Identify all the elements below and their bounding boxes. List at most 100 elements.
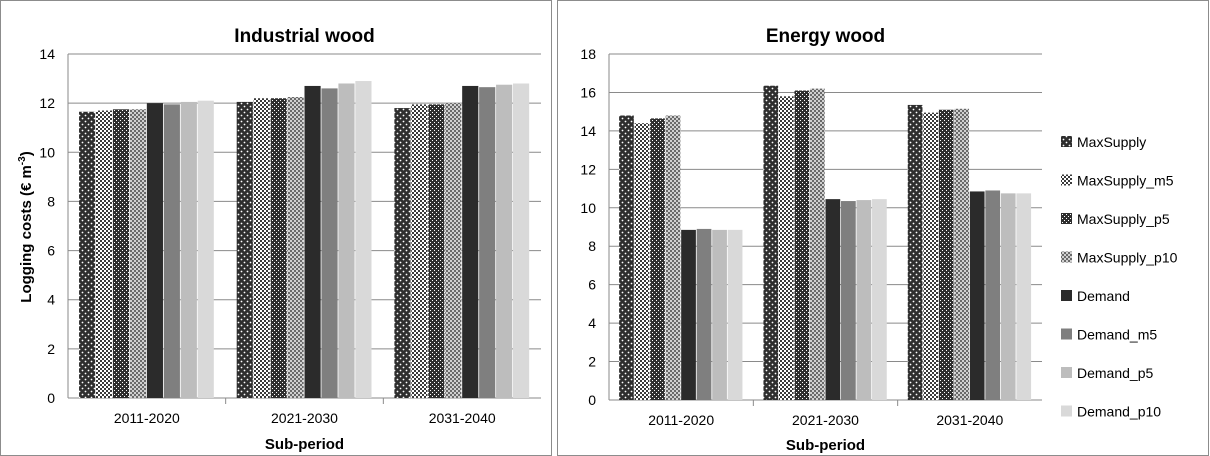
y-tick-label: 10	[39, 144, 55, 160]
y-tick-label: 8	[588, 238, 596, 254]
legend-swatch	[1061, 213, 1072, 224]
bar-demand-p10-2021-2030	[872, 199, 887, 400]
legend-swatch	[1061, 367, 1072, 378]
bar-maxsupply-2011-2020	[619, 115, 634, 400]
y-tick-label: 12	[580, 161, 596, 177]
bar-maxsupply-p5-2021-2030	[794, 90, 810, 401]
chart-industrial-wood: 0 2 4 6 8 10 12 14 2011-2020 2021-2030 2031-2040 In…	[39, 26, 541, 453]
bar-demand-p5-2031-2040	[1000, 193, 1016, 400]
bar-demand-p10-2031-2040	[513, 83, 530, 398]
y-tick-label: 16	[580, 84, 596, 100]
bar-maxsupply-p5-2031-2040	[938, 109, 954, 400]
x-category-label: 2011-2020	[648, 412, 714, 428]
bar-demand-2021-2030	[304, 85, 321, 398]
bar-maxsupply-p5-2011-2020	[112, 109, 130, 399]
legend-label: Demand_p5	[1077, 365, 1153, 381]
legend: MaxSupply MaxSupply_m5 MaxSupply_p5 MaxSupp…	[1061, 134, 1178, 420]
bar-demand-p10-2011-2020	[727, 229, 743, 400]
chart-energy-wood: 0 2 4 6 8 10 12 14 16 18 2011-2020 2021-2030 2031-20…	[580, 26, 1042, 454]
bar-demand-p5-2031-2040	[496, 84, 513, 398]
y-tick-label: 4	[588, 315, 596, 331]
bar-demand-p10-2021-2030	[355, 81, 372, 399]
bar-demand-2011-2020	[681, 229, 696, 400]
legend-swatch	[1061, 328, 1072, 340]
bar-maxsupply-m5-2031-2040	[411, 104, 428, 398]
bar-maxsupply-p5-2031-2040	[428, 104, 445, 398]
legend-label: Demand_p10	[1077, 404, 1161, 420]
legend-label: MaxSupply	[1077, 134, 1146, 150]
y-tick-label: 14	[39, 46, 55, 62]
y-tick-label: 4	[47, 292, 55, 308]
bar-maxsupply-p10-2011-2020	[665, 115, 681, 400]
legend-label: MaxSupply_p5	[1077, 211, 1170, 227]
x-category-label: 2021-2030	[792, 412, 859, 428]
y-tick-label: 2	[588, 354, 596, 370]
bar-demand-m5-2021-2030	[841, 201, 856, 400]
bar-maxsupply-p10-2031-2040	[445, 103, 462, 399]
bar-maxsupply-2011-2020	[79, 111, 96, 398]
bar-maxsupply-p5-2011-2020	[650, 118, 665, 401]
y-tick-label: 2	[47, 341, 55, 357]
bar-demand-2031-2040	[462, 85, 479, 398]
legend-swatch	[1061, 405, 1072, 417]
legend-label: MaxSupply_p10	[1077, 250, 1178, 266]
y-tick-label: 8	[47, 193, 55, 209]
y-axis-title-superscript: -3	[17, 156, 28, 165]
bar-maxsupply-2021-2030	[763, 85, 779, 400]
y-axis-title-main: Logging costs (€ m	[18, 165, 35, 303]
bar-demand-2031-2040	[969, 191, 985, 400]
bar-maxsupply-p10-2031-2040	[954, 108, 970, 401]
bar-maxsupply-m5-2021-2030	[778, 96, 794, 401]
x-axis-title: Sub-period	[786, 437, 865, 454]
bar-maxsupply-2031-2040	[394, 108, 411, 399]
bar-demand-m5-2031-2040	[479, 87, 496, 399]
bar-demand-p5-2021-2030	[338, 83, 355, 398]
x-axis-title: Sub-period	[265, 436, 344, 453]
legend-swatch	[1061, 251, 1072, 263]
y-tick-label: 0	[47, 390, 55, 406]
y-tick-label: 10	[580, 200, 596, 216]
bar-demand-m5-2031-2040	[985, 190, 1001, 400]
bar-maxsupply-m5-2011-2020	[95, 110, 113, 398]
x-category-label: 2031-2040	[429, 410, 496, 426]
bar-maxsupply-p10-2011-2020	[129, 109, 147, 399]
bar-demand-m5-2011-2020	[163, 104, 180, 398]
bar-demand-m5-2011-2020	[696, 228, 712, 400]
legend-swatch	[1061, 174, 1072, 186]
bar-demand-p10-2011-2020	[197, 100, 214, 398]
legend-swatch	[1061, 290, 1072, 301]
y-axis-title: Logging costs (€ m-3)	[17, 151, 35, 302]
y-tick-label: 14	[580, 123, 596, 139]
bar-demand-p5-2011-2020	[180, 101, 197, 399]
bar-demand-2011-2020	[146, 103, 163, 399]
y-tick-label: 12	[39, 95, 55, 111]
legend-label: Demand	[1077, 288, 1130, 304]
bar-demand-m5-2021-2030	[321, 88, 338, 399]
bar-demand-p5-2021-2030	[856, 200, 872, 400]
bar-maxsupply-p5-2021-2030	[270, 98, 287, 398]
y-tick-label: 6	[47, 243, 55, 259]
legend-swatch	[1061, 136, 1072, 147]
bar-demand-p10-2031-2040	[1016, 193, 1032, 400]
x-category-label: 2031-2040	[936, 412, 1003, 428]
y-tick-label: 6	[588, 277, 596, 293]
x-category-label: 2011-2020	[114, 410, 180, 426]
chart-title: Energy wood	[766, 26, 885, 47]
bar-maxsupply-2031-2040	[907, 104, 923, 400]
legend-label: Demand_m5	[1077, 327, 1157, 343]
bar-demand-p5-2011-2020	[712, 229, 727, 400]
bar-maxsupply-m5-2031-2040	[923, 112, 939, 400]
y-axis-title-end: )	[18, 151, 35, 156]
legend-label: MaxSupply_m5	[1077, 173, 1174, 189]
chart-title: Industrial wood	[234, 26, 374, 47]
bar-maxsupply-m5-2011-2020	[634, 123, 650, 400]
bar-maxsupply-p10-2021-2030	[809, 88, 825, 400]
bar-demand-2021-2030	[825, 199, 841, 400]
bar-maxsupply-p10-2021-2030	[287, 97, 304, 398]
bar-maxsupply-2021-2030	[236, 101, 253, 399]
y-tick-label: 0	[588, 392, 596, 408]
x-category-label: 2021-2030	[271, 410, 338, 426]
y-tick-label: 18	[580, 46, 596, 62]
bar-maxsupply-m5-2021-2030	[253, 98, 270, 398]
